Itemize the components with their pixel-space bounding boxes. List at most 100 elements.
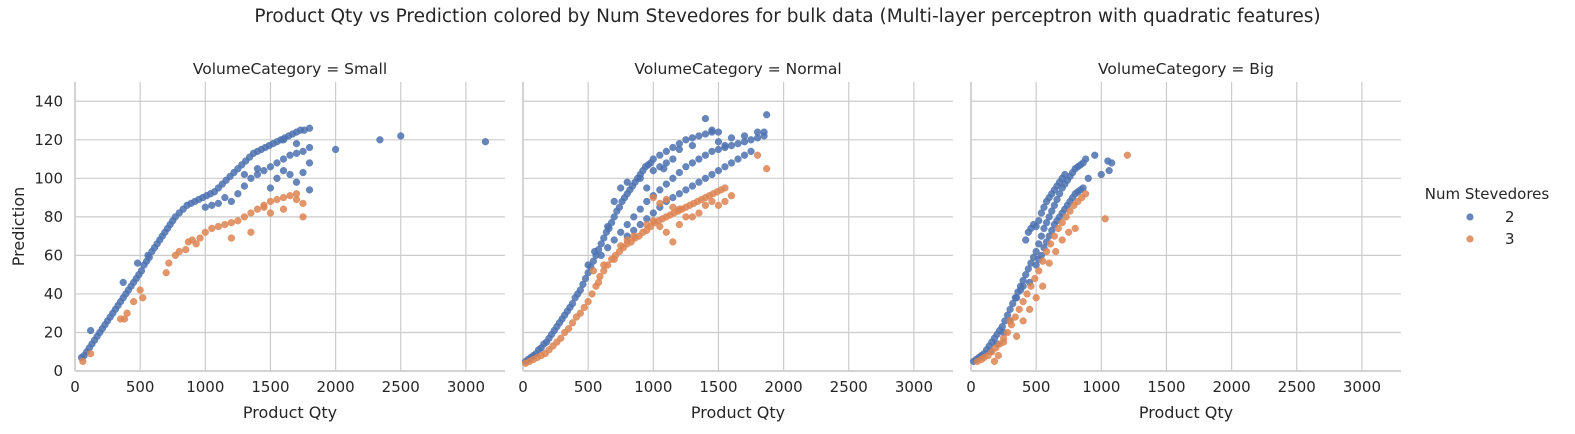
- panel-title: VolumeCategory = Normal: [634, 60, 841, 78]
- data-point-2: [597, 251, 605, 260]
- data-point-2: [623, 220, 631, 229]
- data-point-2: [305, 143, 314, 152]
- data-point-2: [273, 174, 281, 182]
- data-point-2: [260, 167, 268, 175]
- data-point-2: [584, 261, 592, 269]
- data-point-3: [580, 303, 588, 312]
- x-tick-label: 2000: [765, 378, 803, 396]
- data-point-3: [1054, 224, 1062, 233]
- data-point-2: [1013, 294, 1021, 302]
- data-point-2: [279, 167, 288, 175]
- data-point-2: [662, 147, 670, 155]
- data-point-2: [266, 163, 275, 171]
- y-tick-label: 40: [44, 285, 63, 303]
- data-point-2: [266, 184, 275, 192]
- data-point-3: [292, 195, 301, 204]
- data-point-3: [247, 209, 255, 217]
- data-point-3: [1027, 282, 1035, 290]
- data-point-2: [1097, 170, 1105, 179]
- data-point-2: [701, 151, 710, 159]
- data-point-3: [247, 228, 255, 236]
- data-point-3: [87, 350, 95, 358]
- data-point-2: [1022, 236, 1030, 244]
- data-point-2: [299, 147, 307, 155]
- data-point-2: [201, 203, 209, 211]
- data-point-3: [1123, 151, 1131, 159]
- x-tick-label: 500: [126, 378, 155, 396]
- data-point-3: [299, 199, 307, 207]
- x-tick-label: 500: [1022, 378, 1051, 396]
- data-point-3: [588, 290, 596, 298]
- data-point-2: [279, 136, 288, 144]
- data-point-2: [636, 174, 644, 182]
- data-point-3: [999, 338, 1008, 346]
- data-point-3: [753, 151, 762, 159]
- data-point-2: [623, 178, 631, 186]
- data-point-3: [662, 195, 670, 204]
- data-point-2: [1084, 174, 1092, 182]
- data-point-2: [292, 178, 301, 186]
- x-tick-label: 3000: [895, 378, 933, 396]
- data-point-3: [1062, 213, 1070, 221]
- data-point-2: [292, 149, 301, 157]
- data-point-2: [1032, 247, 1040, 256]
- data-point-2: [617, 184, 625, 192]
- data-point-3: [1058, 236, 1066, 244]
- x-tick-label: 1500: [251, 378, 289, 396]
- data-point-3: [701, 201, 710, 209]
- y-tick-label: 60: [44, 246, 63, 264]
- data-point-2: [656, 186, 664, 194]
- y-tick-label: 100: [34, 169, 63, 187]
- data-point-3: [656, 222, 664, 231]
- data-point-3: [682, 213, 690, 221]
- data-point-2: [721, 141, 729, 150]
- data-point-2: [734, 140, 742, 148]
- data-point-2: [721, 163, 729, 171]
- x-tick-label: 0: [70, 378, 80, 396]
- data-point-3: [576, 309, 584, 317]
- data-point-3: [565, 325, 573, 333]
- x-tick-label: 0: [518, 378, 528, 396]
- data-point-2: [1091, 151, 1099, 159]
- y-tick-label: 120: [34, 131, 63, 149]
- data-point-2: [714, 145, 723, 154]
- data-point-2: [669, 194, 677, 202]
- data-point-3: [695, 209, 703, 217]
- data-point-2: [286, 170, 294, 179]
- data-point-3: [643, 220, 651, 229]
- data-point-2: [1019, 282, 1027, 290]
- data-point-2: [481, 138, 490, 146]
- data-point-2: [701, 174, 710, 182]
- data-point-2: [649, 209, 657, 217]
- data-point-3: [1006, 317, 1014, 325]
- data-point-3: [662, 228, 670, 236]
- data-point-3: [688, 213, 696, 221]
- x-axis-label: Product Qty: [1139, 403, 1233, 422]
- data-point-2: [662, 180, 670, 188]
- data-point-2: [133, 259, 142, 267]
- data-point-3: [79, 357, 87, 365]
- data-point-3: [568, 319, 577, 327]
- legend-title: Num Stevedores: [1425, 185, 1550, 203]
- x-tick-label: 1000: [1082, 378, 1120, 396]
- y-tick-label: 140: [34, 92, 63, 110]
- data-point-3: [1035, 267, 1043, 275]
- data-point-3: [123, 309, 131, 317]
- data-point-2: [604, 244, 612, 252]
- data-point-2: [688, 141, 696, 150]
- x-tick-label: 0: [966, 378, 976, 396]
- y-tick-label: 80: [44, 208, 63, 226]
- data-point-2: [669, 143, 677, 152]
- data-point-3: [130, 298, 138, 306]
- data-point-3: [669, 238, 677, 246]
- data-point-3: [136, 286, 144, 294]
- data-point-2: [669, 174, 677, 182]
- data-point-2: [695, 155, 703, 163]
- data-point-2: [708, 147, 716, 155]
- data-point-2: [119, 278, 127, 286]
- data-point-2: [643, 184, 651, 192]
- data-point-3: [208, 224, 216, 233]
- data-point-2: [669, 155, 677, 163]
- data-point-3: [1039, 257, 1047, 265]
- data-point-3: [260, 203, 268, 211]
